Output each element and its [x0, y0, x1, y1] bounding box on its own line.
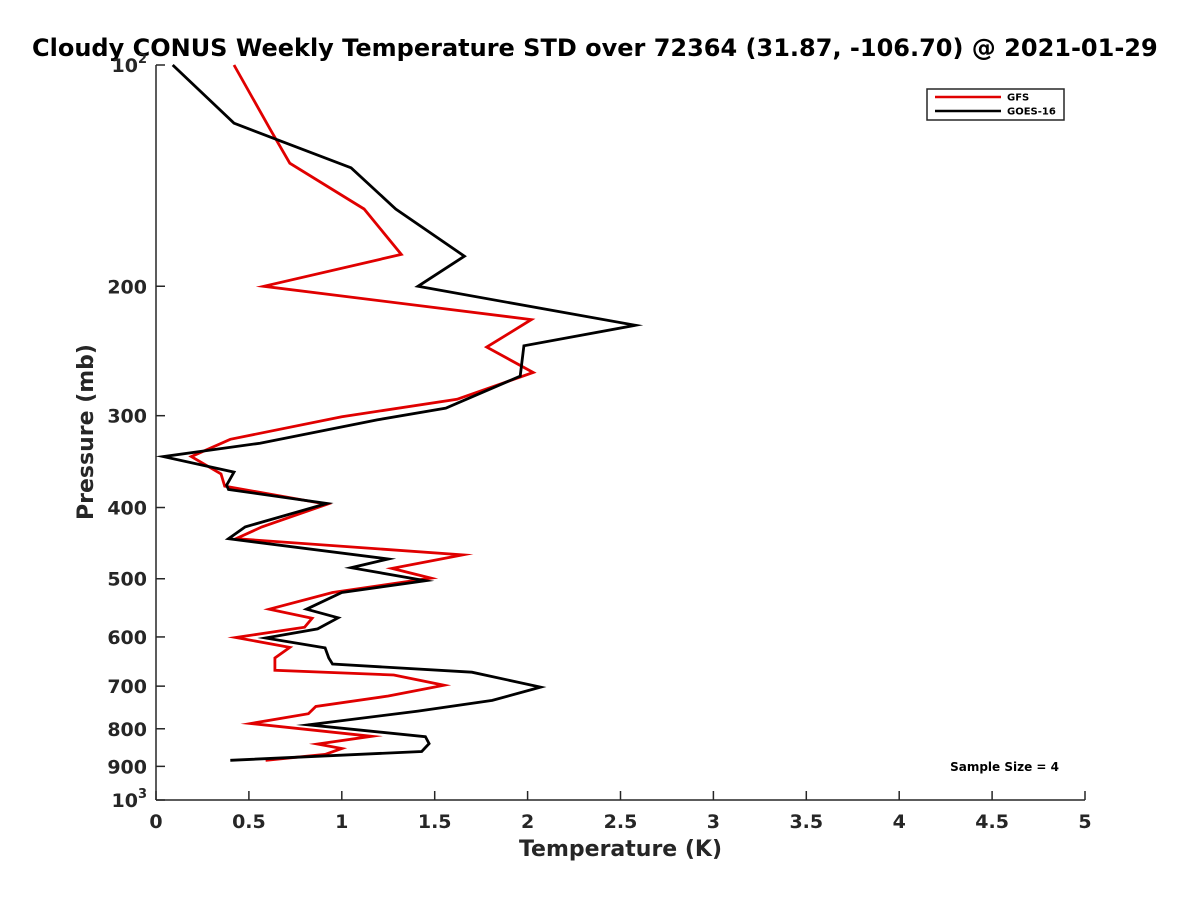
chart-title: Cloudy CONUS Weekly Temperature STD over…: [32, 34, 1158, 62]
y-axis-label: Pressure (mb): [74, 344, 99, 520]
y-tick-label: 800: [107, 719, 147, 741]
y-tick-label: 400: [107, 498, 147, 520]
x-axis-label: Temperature (K): [519, 837, 722, 862]
x-tick-label: 3: [707, 811, 720, 833]
y-tick-label: 300: [107, 406, 147, 428]
legend: GFS GOES-16: [926, 88, 1065, 121]
x-tick-label: 2: [521, 811, 534, 833]
x-tick-label: 3.5: [789, 811, 823, 833]
series-line-goes-16: [155, 63, 644, 762]
legend-label-goes-16: GOES-16: [1007, 107, 1056, 118]
x-tick-label: 1: [335, 811, 348, 833]
y-tick-label: 102: [112, 52, 148, 77]
x-tick-label: 5: [1078, 811, 1091, 833]
x-tick-label: 1.5: [418, 811, 452, 833]
legend-box: [926, 88, 1065, 121]
x-ticks: 0 0.5 1 1.5 2 2.5 3 3.5 4 4.5 5: [149, 791, 1092, 833]
y-tick-label: 500: [107, 569, 147, 591]
x-tick-label: 4: [893, 811, 906, 833]
x-tick-label: 0: [149, 811, 162, 833]
y-tick-label: 200: [107, 276, 147, 298]
plot-area: [155, 63, 1085, 801]
series-line-gfs: [188, 64, 537, 762]
y-ticks: 102 200 300 400 500 600 700 800 900 103: [107, 52, 165, 812]
x-tick-label: 4.5: [975, 811, 1009, 833]
x-tick-label: 2.5: [604, 811, 638, 833]
y-tick-label: 700: [107, 676, 147, 698]
x-tick-label: 0.5: [232, 811, 266, 833]
series-layer: [155, 63, 644, 762]
sample-size-annotation: Sample Size = 4: [950, 760, 1059, 774]
y-tick-label: 103: [112, 787, 148, 812]
legend-label-gfs: GFS: [1007, 93, 1029, 104]
y-tick-label: 600: [107, 627, 147, 649]
y-tick-label: 900: [107, 756, 147, 778]
